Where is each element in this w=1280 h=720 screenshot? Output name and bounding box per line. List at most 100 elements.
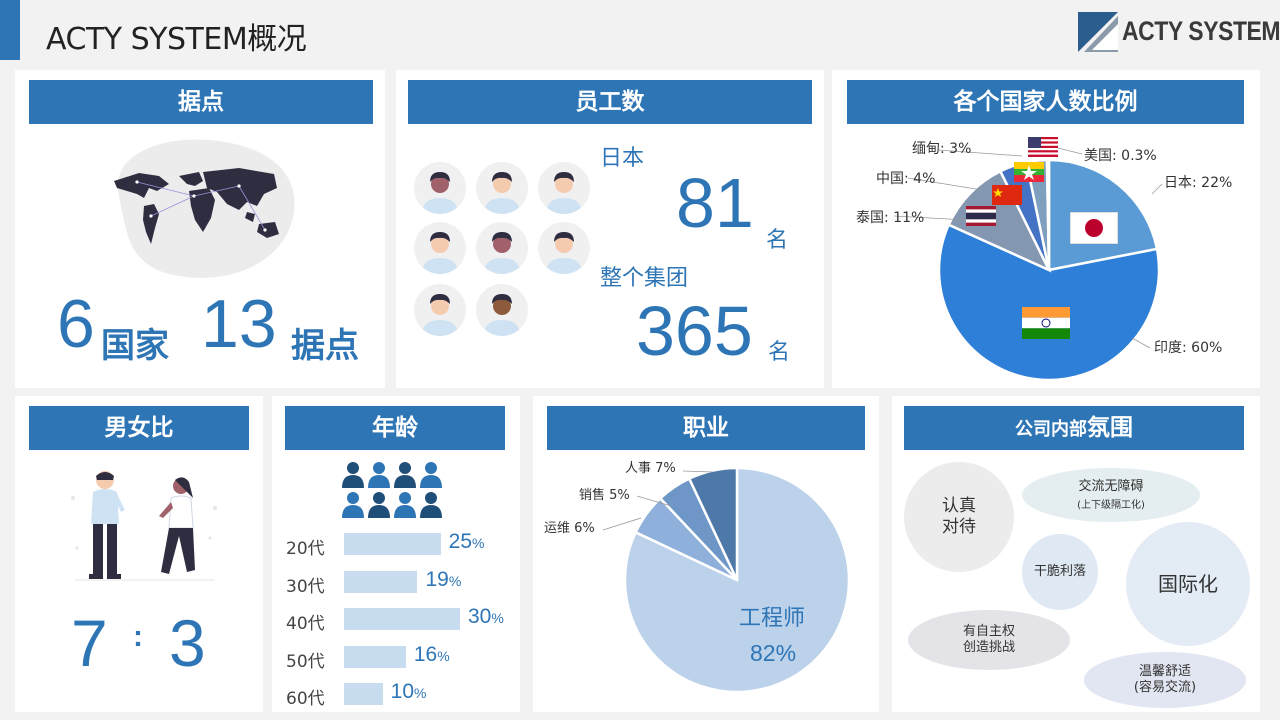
bases-count: 13 xyxy=(201,286,277,362)
age-category-label: 50代 xyxy=(286,651,325,672)
age-value-label: 19% xyxy=(425,567,462,591)
china-flag-icon xyxy=(992,185,1022,205)
job-main-value: 82% xyxy=(750,640,797,666)
age-row: 50代 16% xyxy=(286,642,516,672)
age-bar xyxy=(344,570,418,593)
employee-avatar-icon xyxy=(414,222,466,274)
gender-male-value: 7 xyxy=(71,606,108,680)
age-bar xyxy=(344,645,406,668)
employee-avatar-icon xyxy=(476,162,528,214)
gender-female-value: 3 xyxy=(169,606,206,680)
age-bar xyxy=(344,683,383,705)
people-group-icon xyxy=(342,462,442,518)
world-map-icon xyxy=(114,139,295,278)
pie-label-thailand: 泰国: 11% xyxy=(856,210,925,226)
culture-header: 公司内部氛围 xyxy=(904,406,1244,450)
age-category-label: 60代 xyxy=(286,689,325,709)
culture-bubble-text: 温馨舒适 xyxy=(1138,663,1191,679)
locations-panel: 据点 6 国家 13 据点 xyxy=(15,70,385,388)
age-category-label: 20代 xyxy=(286,539,325,559)
gender-panel: 男女比 7 : 3 xyxy=(15,396,263,712)
age-category-label: 30代 xyxy=(286,576,325,597)
title-accent-bar xyxy=(0,0,20,60)
age-row: 60代 10% xyxy=(286,680,516,709)
age-value-label: 10% xyxy=(390,680,427,703)
country-leader-line xyxy=(907,177,983,191)
logo-text: ACTY SYSTEM xyxy=(1122,16,1280,46)
job-header: 职业 xyxy=(547,406,865,450)
countries-panel: 各个国家人数比例 缅甸: 3% 美国: 0.3% 中国: 4% 日本: 22% … xyxy=(832,70,1260,388)
age-row: 30代 19% xyxy=(286,567,516,597)
job-main-label: 工程师 xyxy=(739,606,806,631)
country-leader-line xyxy=(893,215,967,221)
culture-panel: 公司内部氛围 认真 对待 交流无障碍 (上下级隔工化) 干脆利落 国际化 有自主权 创造挑战温… xyxy=(892,396,1260,712)
country-slice-2 xyxy=(947,169,1052,273)
job-pie-chart xyxy=(602,466,851,694)
japan-employee-count: 81 xyxy=(676,164,754,242)
culture-bubble-text: 交流无障碍 xyxy=(1078,479,1144,495)
age-category-label: 40代 xyxy=(286,614,325,634)
job-label-ops: 运维 6% xyxy=(544,521,595,536)
company-logo: ACTY SYSTEM xyxy=(1078,12,1280,54)
employees-header: 员工数 xyxy=(408,80,812,124)
gender-header: 男女比 xyxy=(29,406,249,450)
couple-illustration-icon xyxy=(71,471,217,581)
age-bar xyxy=(344,608,460,630)
bases-unit: 据点 xyxy=(291,326,359,366)
employee-avatar-icon xyxy=(476,222,528,274)
country-leader-line xyxy=(1057,147,1083,155)
job-slice-3 xyxy=(687,466,739,581)
age-row: 40代 30% xyxy=(286,605,516,634)
culture-bubble: 认真 对待 xyxy=(904,462,1014,572)
job-label-hr: 人事 7% xyxy=(625,461,676,476)
countries-count: 6 xyxy=(57,286,95,362)
locations-header: 据点 xyxy=(29,80,373,124)
india-flag-icon xyxy=(1022,307,1070,339)
employee-avatar-icon xyxy=(414,284,466,336)
thailand-flag-icon xyxy=(966,206,996,226)
pie-label-india: 印度: 60% xyxy=(1154,340,1223,356)
culture-bubble-text: 对待 xyxy=(942,517,976,537)
japan-unit: 名 xyxy=(766,228,789,253)
logo-mark-icon xyxy=(1078,12,1118,52)
country-leader-line xyxy=(1151,183,1163,195)
group-label: 整个集团 xyxy=(600,266,689,291)
job-panel: 职业 人事 7% 销售 5% 运维 6% 工程师 82% xyxy=(533,396,879,712)
culture-bubble: 干脆利落 xyxy=(1022,534,1098,610)
pie-label-japan: 日本: 22% xyxy=(1164,175,1233,191)
japan-flag-icon xyxy=(1070,212,1118,244)
employee-avatar-icon xyxy=(538,222,590,274)
countries-unit: 国家 xyxy=(101,326,169,366)
age-value-label: 16% xyxy=(413,642,450,666)
culture-header-small: 公司内部 xyxy=(1015,419,1087,440)
japan-label: 日本 xyxy=(600,146,645,171)
age-bar-chart: 20代 25% 30代 19% 40代 30% 50代 16% 60代 10% xyxy=(286,530,516,709)
myanmar-flag-icon xyxy=(1014,162,1044,182)
employee-avatar-icon xyxy=(538,162,590,214)
group-unit: 名 xyxy=(768,340,791,365)
age-value-label: 25% xyxy=(448,530,485,553)
gender-separator: : xyxy=(133,620,143,653)
culture-bubble: 温馨舒适 (容易交流) xyxy=(1084,652,1246,708)
age-bar xyxy=(344,533,441,555)
job-leader-line xyxy=(602,517,642,531)
culture-bubble-text: (容易交流) xyxy=(1133,680,1197,695)
employees-panel: 员工数 xyxy=(396,70,824,388)
group-employee-count: 365 xyxy=(636,292,753,370)
job-label-sales: 销售 5% xyxy=(579,488,630,503)
country-slice-1 xyxy=(937,223,1161,382)
country-slice-5 xyxy=(1045,158,1051,271)
age-row: 20代 25% xyxy=(286,530,516,559)
usa-flag-icon xyxy=(1028,137,1058,157)
culture-bubble-text: 创造挑战 xyxy=(962,640,1015,655)
countries-header: 各个国家人数比例 xyxy=(847,80,1244,124)
culture-bubble-text: 干脆利落 xyxy=(1033,563,1086,579)
culture-bubble: 交流无障碍 (上下级隔工化) xyxy=(1022,468,1200,522)
job-leader-line xyxy=(636,495,672,507)
country-pie-chart xyxy=(893,147,1163,382)
country-leader-line xyxy=(1131,337,1151,349)
pie-label-usa: 美国: 0.3% xyxy=(1084,148,1157,164)
culture-bubble: 有自主权 创造挑战 xyxy=(908,610,1070,670)
pie-label-china: 中国: 4% xyxy=(876,171,936,187)
employee-avatar-icon xyxy=(476,284,528,336)
